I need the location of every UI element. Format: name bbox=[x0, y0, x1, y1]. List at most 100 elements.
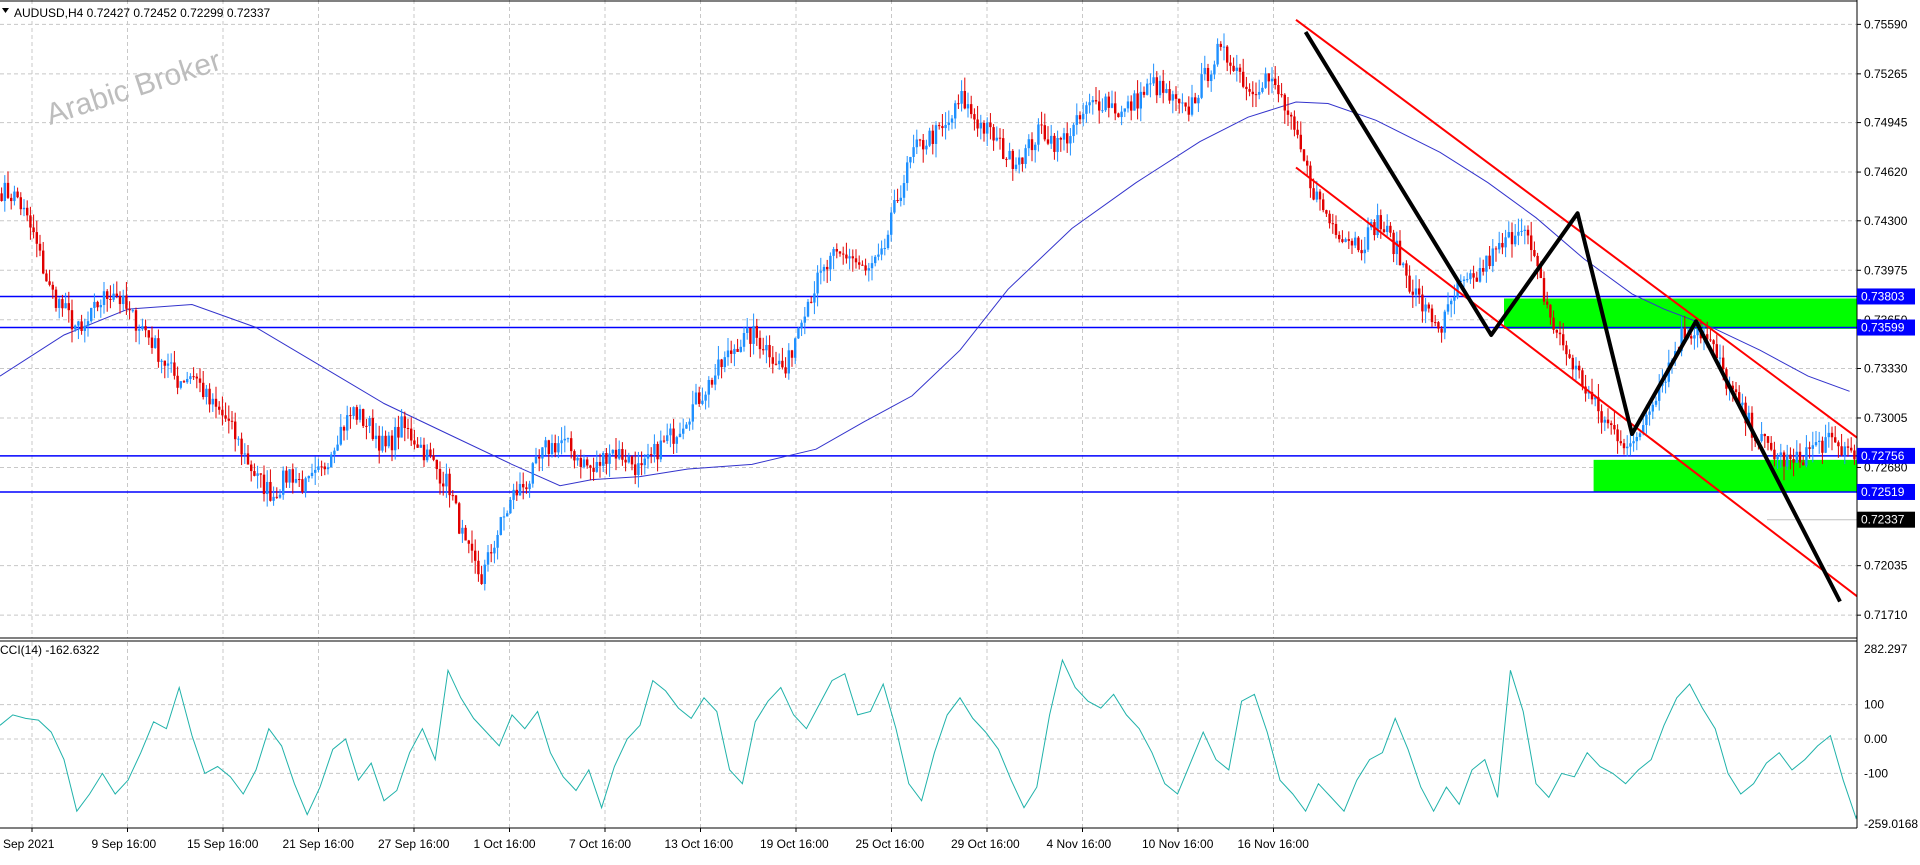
candle bbox=[634, 451, 637, 485]
candle-body bbox=[726, 350, 730, 358]
candle-body bbox=[957, 103, 960, 105]
candle-body bbox=[1002, 138, 1005, 159]
candle-body bbox=[909, 156, 912, 163]
candle-body bbox=[694, 392, 698, 405]
candle-body bbox=[566, 438, 570, 440]
candle bbox=[752, 313, 755, 355]
candle-body bbox=[1331, 223, 1334, 225]
candle-body bbox=[829, 255, 832, 270]
candle bbox=[109, 285, 112, 309]
candle bbox=[1414, 275, 1418, 307]
candle-body bbox=[317, 466, 320, 470]
candle-body bbox=[691, 404, 694, 422]
candle bbox=[195, 373, 198, 389]
candle bbox=[611, 449, 614, 456]
candle bbox=[1795, 440, 1798, 464]
candle-body bbox=[253, 471, 256, 476]
candle bbox=[1120, 105, 1123, 126]
candle-body bbox=[1488, 255, 1491, 267]
candle-body bbox=[131, 310, 134, 312]
candle bbox=[1043, 113, 1046, 142]
chart-menu-arrow-icon[interactable] bbox=[2, 8, 9, 13]
candle-body bbox=[1216, 43, 1219, 65]
candle bbox=[1299, 121, 1302, 153]
candle-body bbox=[1539, 266, 1542, 279]
candle bbox=[1277, 76, 1280, 103]
candle bbox=[1158, 75, 1162, 99]
candle bbox=[1232, 57, 1235, 73]
candle bbox=[1395, 231, 1398, 265]
candle-body bbox=[1318, 191, 1322, 200]
candle-body bbox=[1261, 87, 1264, 92]
candle bbox=[1782, 450, 1786, 481]
candle-body bbox=[272, 496, 275, 501]
candle bbox=[803, 306, 806, 335]
time-axis[interactable]: Sep 2021 9 Sep 16:00 15 Sep 16:00 21 Sep 16… bbox=[3, 828, 1309, 851]
candle-body bbox=[938, 125, 941, 127]
price-tick-label: 0.73975 bbox=[1864, 263, 1908, 277]
level-label-box bbox=[1857, 447, 1915, 464]
candle bbox=[653, 434, 656, 463]
candle bbox=[509, 496, 512, 514]
candle-body bbox=[1120, 111, 1123, 118]
candle-body bbox=[1440, 328, 1443, 333]
candle-body bbox=[1341, 239, 1344, 242]
candle bbox=[131, 308, 134, 313]
candle-body bbox=[973, 114, 976, 120]
candle bbox=[650, 447, 653, 464]
cci-tick-label: 0.00 bbox=[1864, 732, 1888, 746]
candle bbox=[176, 366, 179, 395]
candle-body bbox=[1846, 446, 1850, 448]
candle bbox=[1046, 126, 1050, 146]
candle bbox=[1069, 128, 1072, 156]
candle-body bbox=[1277, 84, 1280, 95]
candle-body bbox=[803, 316, 806, 323]
candle-body bbox=[67, 303, 70, 311]
candle bbox=[1114, 91, 1117, 121]
candle-body bbox=[1434, 322, 1437, 324]
time-tick-label: 10 Nov 16:00 bbox=[1142, 837, 1214, 851]
candle bbox=[170, 353, 173, 373]
candle bbox=[874, 254, 877, 267]
candle-body bbox=[1843, 446, 1846, 456]
candle-body bbox=[307, 476, 310, 479]
candle bbox=[163, 360, 166, 379]
candle-body bbox=[339, 426, 342, 445]
candle-body bbox=[1747, 412, 1750, 424]
candle bbox=[1536, 252, 1539, 280]
candle bbox=[134, 307, 138, 343]
candle-body bbox=[1514, 235, 1517, 245]
candle bbox=[86, 311, 90, 337]
cci-axis[interactable]: 282.297 100 0.00 -100 -259.0168 bbox=[1864, 642, 1918, 831]
candle-body bbox=[1741, 402, 1744, 405]
candle bbox=[893, 189, 896, 215]
candle-body bbox=[374, 435, 378, 440]
candle bbox=[589, 464, 592, 481]
candle-body bbox=[1482, 268, 1485, 272]
candle-body bbox=[1530, 235, 1533, 251]
candle-body bbox=[1638, 433, 1642, 437]
candle bbox=[1226, 45, 1229, 72]
candle-body bbox=[1811, 445, 1814, 449]
candle bbox=[1565, 340, 1568, 366]
candle-body bbox=[490, 552, 493, 554]
candle bbox=[755, 318, 758, 346]
candle-body bbox=[1597, 397, 1600, 412]
candle-body bbox=[922, 140, 925, 150]
candle-body bbox=[730, 350, 733, 354]
candle bbox=[138, 324, 141, 345]
candle bbox=[1066, 122, 1069, 153]
candle-body bbox=[198, 378, 202, 383]
candle-body bbox=[1142, 91, 1146, 95]
candle bbox=[1136, 80, 1139, 120]
candle bbox=[707, 376, 710, 408]
candle-body bbox=[13, 191, 16, 202]
candle-body bbox=[755, 325, 758, 338]
candle-body bbox=[800, 322, 803, 329]
candle-body bbox=[1453, 296, 1456, 301]
candle-body bbox=[1021, 157, 1024, 164]
candle-body bbox=[1786, 454, 1789, 467]
candle-body bbox=[1706, 334, 1709, 340]
candle-body bbox=[202, 382, 205, 398]
